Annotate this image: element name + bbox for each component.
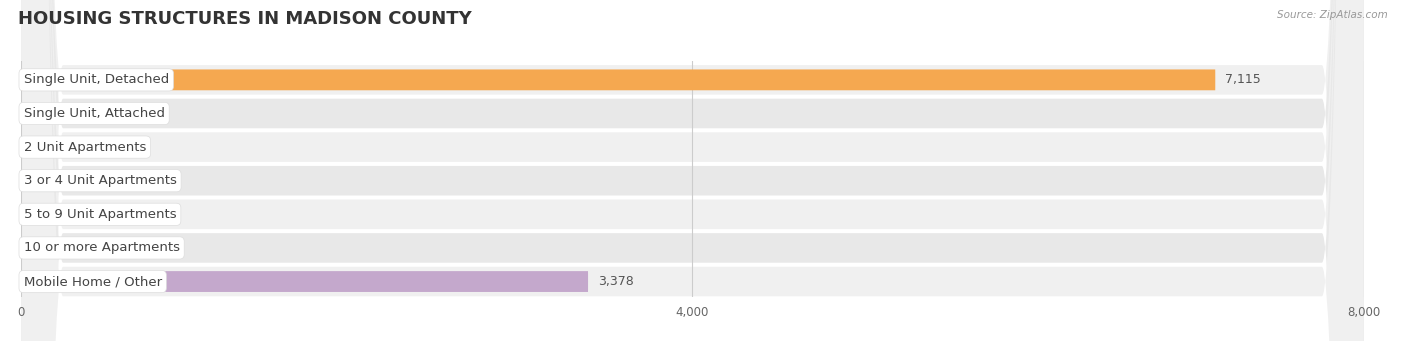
Text: HOUSING STRUCTURES IN MADISON COUNTY: HOUSING STRUCTURES IN MADISON COUNTY (18, 10, 472, 28)
FancyBboxPatch shape (21, 137, 75, 158)
Text: Single Unit, Attached: Single Unit, Attached (24, 107, 165, 120)
FancyBboxPatch shape (21, 170, 75, 191)
Text: 188: 188 (84, 174, 108, 187)
Text: 127: 127 (84, 140, 108, 153)
Text: 51: 51 (84, 107, 101, 120)
FancyBboxPatch shape (21, 0, 1364, 341)
FancyBboxPatch shape (21, 0, 1364, 341)
Text: 3,378: 3,378 (598, 275, 634, 288)
Text: Single Unit, Detached: Single Unit, Detached (24, 73, 169, 86)
Text: 5 to 9 Unit Apartments: 5 to 9 Unit Apartments (24, 208, 176, 221)
Text: 10 or more Apartments: 10 or more Apartments (24, 241, 180, 254)
Text: Source: ZipAtlas.com: Source: ZipAtlas.com (1277, 10, 1388, 20)
FancyBboxPatch shape (21, 103, 75, 124)
FancyBboxPatch shape (21, 204, 75, 225)
FancyBboxPatch shape (21, 0, 1364, 341)
FancyBboxPatch shape (21, 271, 588, 292)
Text: 24: 24 (84, 241, 101, 254)
FancyBboxPatch shape (21, 0, 1364, 341)
Text: 0: 0 (84, 208, 93, 221)
FancyBboxPatch shape (21, 0, 1364, 341)
Text: Mobile Home / Other: Mobile Home / Other (24, 275, 162, 288)
Text: 3 or 4 Unit Apartments: 3 or 4 Unit Apartments (24, 174, 177, 187)
Text: 7,115: 7,115 (1226, 73, 1261, 86)
FancyBboxPatch shape (21, 238, 75, 258)
FancyBboxPatch shape (21, 0, 1364, 341)
FancyBboxPatch shape (21, 0, 1364, 341)
FancyBboxPatch shape (21, 70, 1215, 90)
Text: 2 Unit Apartments: 2 Unit Apartments (24, 140, 146, 153)
